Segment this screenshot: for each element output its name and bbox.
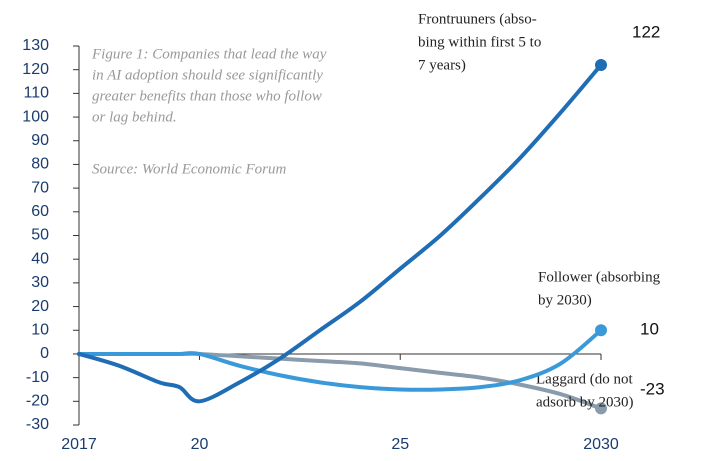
- caption: Figure 1: Companies that lead the way: [91, 46, 327, 62]
- caption: greater benefits than those who follow: [92, 88, 322, 104]
- series-label: 7 years): [418, 57, 466, 73]
- end-label: 122: [632, 22, 660, 41]
- series-label: by 2030): [538, 292, 592, 308]
- y-tick-label: -20: [26, 393, 49, 410]
- y-tick-label: 0: [40, 345, 49, 362]
- end-marker: [595, 324, 607, 337]
- y-tick-label: 120: [22, 61, 49, 78]
- series-label: bing within first 5 to: [418, 34, 541, 50]
- y-tick-label: 90: [31, 132, 49, 149]
- y-tick-label: 30: [31, 274, 49, 291]
- caption: or lag behind.: [92, 109, 177, 125]
- y-tick-label: 110: [23, 85, 49, 102]
- series-label: adsorb by 2030): [536, 394, 634, 410]
- y-tick-label: 40: [31, 250, 49, 267]
- series-label: Laggard (do not: [536, 371, 633, 387]
- series-line: [77, 62, 603, 404]
- end-marker: [595, 58, 607, 71]
- series-label: Follower (absorbing: [538, 269, 661, 285]
- x-tick-label: 20: [191, 436, 209, 453]
- y-tick-label: 50: [31, 227, 49, 244]
- y-tick-label: 60: [31, 203, 49, 220]
- y-tick-label: 70: [31, 179, 49, 196]
- source: Source: World Economic Forum: [92, 161, 286, 177]
- y-tick-label: 10: [31, 321, 49, 338]
- x-tick-label: 2017: [61, 436, 97, 453]
- end-label: -23: [640, 379, 665, 398]
- end-marker: [595, 402, 607, 415]
- y-tick-label: -10: [26, 369, 49, 386]
- series-line: [77, 328, 603, 392]
- caption: in AI adoption should see significantly: [92, 67, 323, 83]
- x-tick-label: 2030: [583, 436, 619, 453]
- y-tick-label: -30: [26, 416, 49, 433]
- y-tick-label: 20: [31, 298, 49, 315]
- end-label: 10: [640, 319, 659, 338]
- y-tick-label: 80: [31, 156, 49, 173]
- series-label: Frontruuners (abso-: [418, 11, 537, 27]
- x-tick-label: 25: [391, 436, 409, 453]
- y-tick-label: 130: [22, 37, 49, 54]
- y-tick-label: 100: [22, 108, 49, 125]
